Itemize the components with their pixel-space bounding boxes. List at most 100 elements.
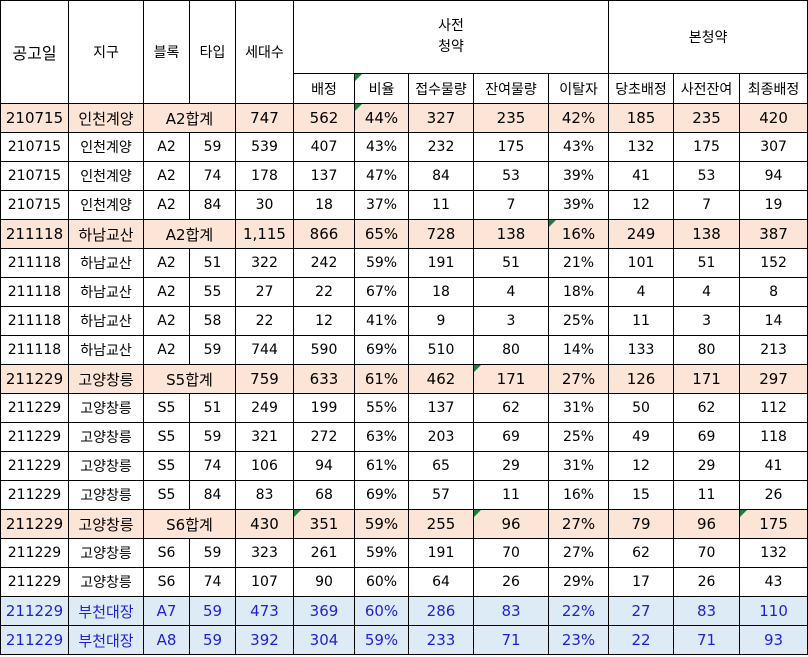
table-cell: 211229 [0,538,69,568]
table-row: 211229 고양창릉 S6합계 430 351 59% 255 96 27% 79 96 175 [0,509,808,539]
table-cell: 211229 [0,393,69,423]
table-row: 210715 인천계양 A2 59 539 407 43% 232 175 43% 132 175 30… [0,132,808,162]
table-cell: 249 [608,219,675,249]
table-cell: 62 [608,538,675,568]
table-cell: 94 [293,451,355,481]
table-cell: 112 [739,393,808,423]
table-row: 211229 고양창릉 S5 59 321 272 63% 203 69 25% 49 69 118 [0,422,808,452]
table-cell: S5 [143,393,190,423]
table-body: 210715 인천계양 A2합계 747 562 44% 327 235 42% 185 235 42… [0,103,808,655]
table-cell: 21% [547,248,610,278]
table-row: 211118 하남교산 A2합계 1,115 866 65% 728 138 16% 249 138… [0,219,808,249]
table-cell: 744 [235,335,294,365]
table-cell: 57 [408,480,474,510]
table-cell: 297 [739,364,808,394]
table-cell: 4 [473,277,549,307]
table-cell: 49 [608,422,675,452]
table-row: 210715 인천계양 A2합계 747 562 44% 327 235 42% 185 235 42… [0,103,808,133]
table-cell: 233 [408,625,474,655]
table-cell: 39% [547,190,610,220]
table-cell: 133 [608,335,675,365]
table-cell: 96 [673,509,741,539]
table-cell: 152 [739,248,808,278]
table-cell: 3 [673,306,741,336]
table-cell: 68 [293,480,355,510]
table-cell: 하남교산 [68,219,144,249]
table-cell: 59 [189,132,236,162]
table-cell: 866 [293,219,355,249]
table-cell: 41 [739,451,808,481]
table-cell: 31% [547,393,610,423]
table-cell: 15 [608,480,675,510]
table-cell: 26 [473,567,549,597]
table-cell: 55% [354,393,409,423]
table-cell: 80 [673,335,741,365]
table-cell: A2 [143,248,190,278]
table-cell: 29% [547,567,610,597]
table-cell: 69 [673,422,741,452]
table-cell: 26 [673,567,741,597]
table-cell: 210715 [0,103,69,133]
subheader-ratio: 비율 [354,73,409,104]
table-cell: 392 [235,625,294,655]
table-cell: 171 [473,364,549,394]
table-cell: 211229 [0,364,69,394]
table-cell: 369 [293,596,355,626]
table-cell: 53 [473,161,549,191]
table-row: 211229 고양창릉 S5합계 759 633 61% 462 171 27% 126 171 29… [0,364,808,394]
table-row: 211229 고양창릉 S5 51 249 199 55% 137 62 31% 50 62 112 [0,393,808,423]
table-cell: 31% [547,451,610,481]
table-cell: 42% [547,103,610,133]
table-cell: 69 [473,422,549,452]
table-cell: 249 [235,393,294,423]
table-cell: 고양창릉 [68,538,144,568]
table-cell: 59% [354,625,409,655]
subheader-dropout: 이탈자 [547,73,610,104]
table-cell: 93 [739,625,808,655]
table-cell: 106 [235,451,294,481]
table-cell: 191 [408,248,474,278]
table-cell: 62 [673,393,741,423]
table-cell: A2합계 [143,219,236,249]
table-cell: 11 [473,480,549,510]
table-cell: 70 [473,538,549,568]
table-row: 211118 하남교산 A2 58 22 12 41% 9 3 25% 11 3 14 [0,306,808,336]
table-cell: 43% [354,132,409,162]
table-cell: 304 [293,625,355,655]
table-cell: 175 [473,132,549,162]
table-cell: 27% [547,364,610,394]
table-cell: 인천계양 [68,190,144,220]
table-cell: 16% [547,219,610,249]
table-cell: 175 [739,509,808,539]
table-cell: 420 [739,103,808,133]
table-row: 211118 하남교산 A2 55 27 22 67% 18 4 18% 4 4 8 [0,277,808,307]
table-cell: 8 [739,277,808,307]
table-cell: 185 [608,103,675,133]
table-cell: 462 [408,364,474,394]
table-row: 211118 하남교산 A2 51 322 242 59% 191 51 21% 101 51 152 [0,248,808,278]
table-cell: 4 [608,277,675,307]
table-cell: 51 [189,248,236,278]
table-cell: 고양창릉 [68,422,144,452]
table-cell: S5합계 [143,364,236,394]
table-cell: 83 [473,596,549,626]
table-cell: A2합계 [143,103,236,133]
table-cell: S5 [143,451,190,481]
table-row: 211229 고양창릉 S5 84 83 68 69% 57 11 16% 15 11 26 [0,480,808,510]
table-cell: A2 [143,132,190,162]
table-cell: 41% [354,306,409,336]
table-cell: 25% [547,422,610,452]
table-cell: 18% [547,277,610,307]
header-households: 세대수 [235,0,294,104]
table-row: 211229 고양창릉 S6 59 323 261 59% 191 70 27% 62 70 132 [0,538,808,568]
table-cell: 211229 [0,509,69,539]
table-cell: 7 [473,190,549,220]
table-cell: 323 [235,538,294,568]
table-cell: 22 [608,625,675,655]
table-cell: 51 [189,393,236,423]
table-cell: 50 [608,393,675,423]
table-cell: 41 [608,161,675,191]
table-cell: 210715 [0,161,69,191]
subheader-allocation: 배정 [293,73,355,104]
table-cell: 175 [673,132,741,162]
